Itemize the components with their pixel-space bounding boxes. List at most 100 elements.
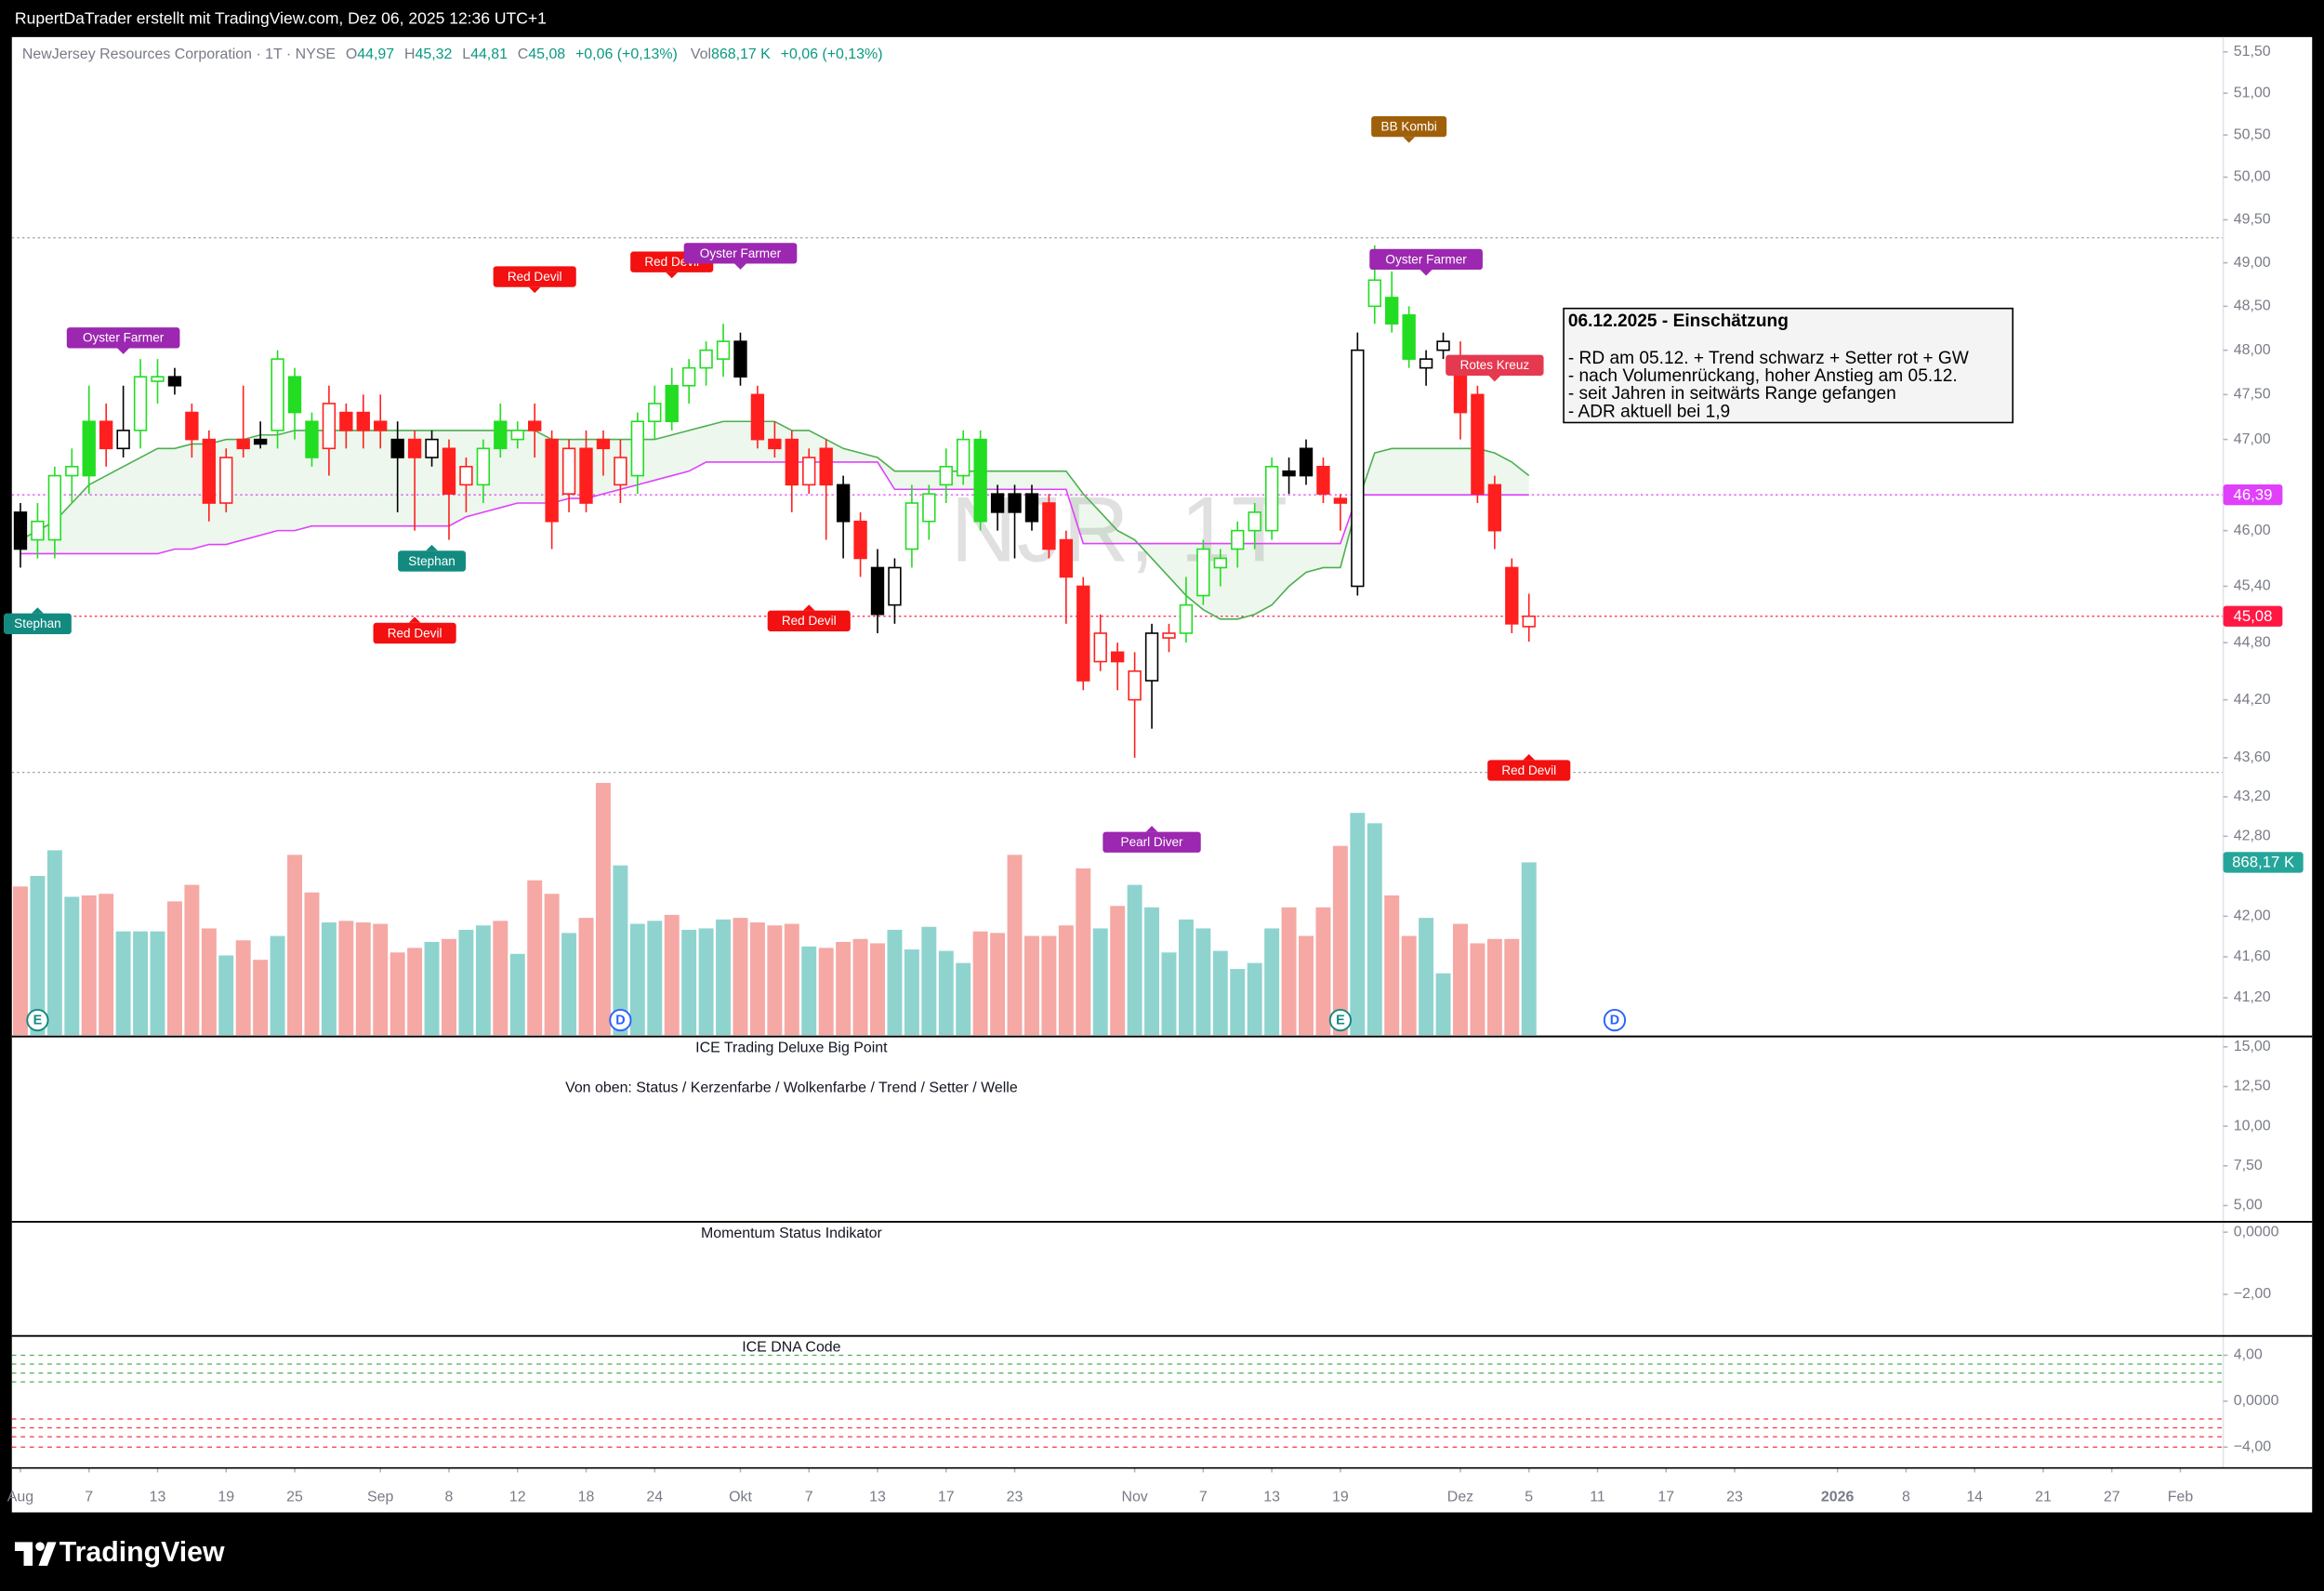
signal-pointer xyxy=(408,617,421,623)
volume-bar xyxy=(184,884,200,1036)
volume-bar xyxy=(475,925,491,1036)
candle-body xyxy=(905,502,919,550)
volume-bar xyxy=(1401,935,1417,1036)
candle-body xyxy=(305,420,319,458)
signal-text: BB Kombi xyxy=(1381,120,1437,134)
candle-body xyxy=(1196,548,1210,597)
candle-body xyxy=(1008,493,1022,513)
candle-body xyxy=(922,493,936,523)
candle-body xyxy=(390,438,404,458)
volume-bar xyxy=(115,931,131,1036)
x-tick-label: 8 xyxy=(1902,1490,1910,1505)
volume-bar xyxy=(321,922,337,1036)
signal-pointer xyxy=(666,272,679,279)
info-line: - nach Volumenrückang, hoher Anstieg am … xyxy=(1568,366,1958,386)
info-box-frame xyxy=(1563,307,2014,424)
x-tick-label: 14 xyxy=(1966,1490,1983,1505)
y-tick-label: 50,50 xyxy=(2234,126,2271,142)
signal-label xyxy=(493,266,576,287)
candle-body xyxy=(47,474,62,541)
signal-text: Stephan xyxy=(408,554,455,568)
x-tick-label: 19 xyxy=(1332,1490,1349,1505)
x-tick-label: 25 xyxy=(286,1490,303,1505)
candle-body xyxy=(1128,670,1142,701)
candle-body xyxy=(287,376,302,414)
y-tick-label: 43,60 xyxy=(2234,749,2271,765)
candle-body xyxy=(374,420,388,431)
candle-body xyxy=(990,493,1005,513)
candle-body xyxy=(116,430,130,450)
candle-body xyxy=(665,384,679,423)
candle-body xyxy=(1024,493,1039,523)
x-tick-label: 23 xyxy=(1007,1490,1023,1505)
candle-body xyxy=(648,403,662,423)
candle-body xyxy=(630,420,645,477)
volume-bar xyxy=(133,931,149,1036)
y-tick-label: 4,00 xyxy=(2234,1347,2263,1363)
volume-bar xyxy=(1470,943,1486,1036)
candle-body xyxy=(1093,632,1107,663)
volume-bar xyxy=(166,901,182,1036)
volume-bar xyxy=(338,921,354,1036)
signal-pointer xyxy=(802,604,815,611)
candle-body xyxy=(750,393,765,441)
legend: NewJersey Resources Corporation · 1T · N… xyxy=(22,46,883,62)
volume-bar xyxy=(801,946,817,1036)
candle-body xyxy=(1419,358,1433,369)
y-tick-label: 7,50 xyxy=(2234,1158,2263,1173)
candle-body xyxy=(236,438,250,450)
volume-bar xyxy=(442,938,456,1036)
x-tick-label: 18 xyxy=(578,1490,595,1505)
candle-body xyxy=(459,465,473,486)
event-marker xyxy=(1328,1008,1353,1032)
y-tick-label: 45,40 xyxy=(2234,578,2271,594)
candle-body xyxy=(1505,566,1519,625)
y-tick-label: 12,50 xyxy=(2234,1079,2271,1094)
volume-bar xyxy=(218,955,234,1036)
candle-body xyxy=(1436,340,1450,351)
candle-body xyxy=(957,438,971,477)
signal-label xyxy=(3,613,72,634)
signal-pointer xyxy=(1419,270,1433,276)
volume-bar xyxy=(1007,855,1023,1036)
y-tick-label: 42,80 xyxy=(2234,829,2271,844)
event-text: E xyxy=(1336,1014,1345,1028)
volume-bar xyxy=(1161,952,1177,1036)
x-tick-label: 21 xyxy=(2035,1490,2052,1505)
candle-body xyxy=(167,376,182,387)
volume-bar xyxy=(818,948,834,1036)
candle-body xyxy=(699,349,713,369)
x-tick-label: 12 xyxy=(509,1490,526,1505)
volume-bar xyxy=(681,929,697,1036)
volume-bar xyxy=(390,952,405,1036)
volume-bar xyxy=(373,923,389,1036)
y-tick-label: 42,00 xyxy=(2234,908,2271,924)
info-title: 06.12.2025 - Einschätzung xyxy=(1568,312,1789,331)
y-tick-label: −2,00 xyxy=(2234,1286,2271,1302)
x-tick-label: 13 xyxy=(150,1490,166,1505)
candle-body xyxy=(1333,497,1348,504)
volume-bar xyxy=(972,931,988,1036)
legend-close: 45,08 xyxy=(528,46,565,62)
volume-label-box xyxy=(2223,852,2304,873)
y-tick-label: 47,00 xyxy=(2234,431,2271,447)
x-tick-label: 7 xyxy=(85,1490,93,1505)
volume-bar xyxy=(1041,935,1057,1036)
legend-open: 44,97 xyxy=(357,46,394,62)
x-tick-label: 23 xyxy=(1726,1490,1743,1505)
volume-bar xyxy=(767,925,783,1036)
signal-label xyxy=(66,327,180,349)
candle-body xyxy=(545,438,559,523)
pane-title: Momentum Status Indikator xyxy=(701,1226,883,1241)
signal-text: Red Devil xyxy=(388,626,442,640)
volume-bar xyxy=(304,892,320,1036)
price-label: 46,39 xyxy=(2234,485,2273,503)
candle-body xyxy=(202,438,216,504)
candle-body xyxy=(785,438,799,486)
volume-bar xyxy=(1110,906,1126,1036)
y-tick-label: 44,80 xyxy=(2234,634,2271,650)
candle-body xyxy=(1144,632,1159,682)
signal-text: Oyster Farmer xyxy=(1385,252,1467,266)
y-tick-label: 48,50 xyxy=(2234,298,2271,314)
